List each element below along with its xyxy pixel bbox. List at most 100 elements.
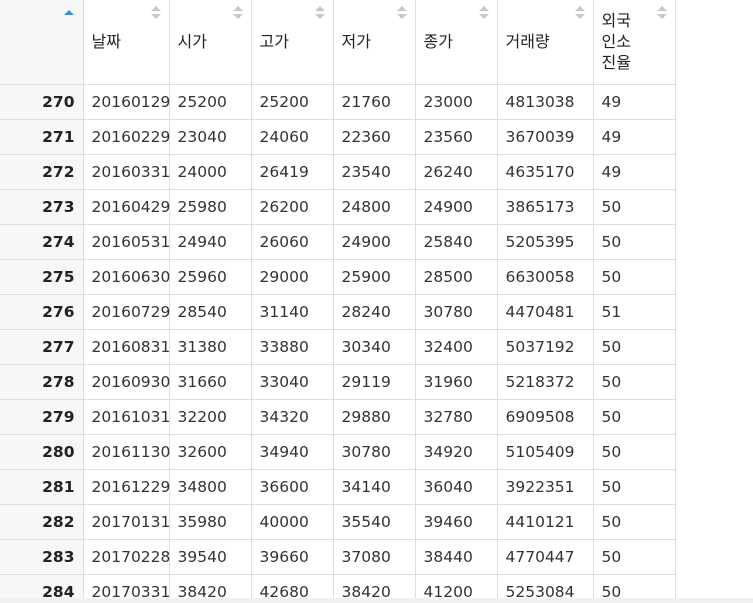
index-column-header[interactable] bbox=[0, 0, 83, 84]
table-cell: 30780 bbox=[333, 434, 415, 469]
column-header-close[interactable]: 종가 bbox=[415, 0, 497, 84]
table-row[interactable]: 280 20161130 32600 34940 30780 34920 5105409 50 bbox=[0, 434, 675, 469]
column-header-label: 날짜 bbox=[92, 31, 169, 52]
table-cell: 20160229 bbox=[83, 119, 169, 154]
table-cell: 35540 bbox=[333, 504, 415, 539]
table-cell: 31660 bbox=[169, 364, 251, 399]
table-cell: 3865173 bbox=[497, 189, 593, 224]
table-row[interactable]: 273 20160429 25980 26200 24800 24900 3865173 50 bbox=[0, 189, 675, 224]
table-cell: 49 bbox=[593, 84, 675, 119]
sort-both-icon[interactable] bbox=[151, 6, 161, 20]
header-row: 날짜 시가 고가 저가 종가 bbox=[0, 0, 675, 84]
table-cell: 37080 bbox=[333, 539, 415, 574]
table-cell: 30340 bbox=[333, 329, 415, 364]
table-row[interactable]: 278 20160930 31660 33040 29119 31960 5218372 50 bbox=[0, 364, 675, 399]
column-header-open[interactable]: 시가 bbox=[169, 0, 251, 84]
column-header-volume[interactable]: 거래량 bbox=[497, 0, 593, 84]
sort-both-icon[interactable] bbox=[397, 6, 407, 20]
table-row[interactable]: 275 20160630 25960 29000 25900 28500 6630058 50 bbox=[0, 259, 675, 294]
sort-both-icon[interactable] bbox=[657, 6, 667, 20]
sort-both-icon[interactable] bbox=[233, 6, 243, 20]
row-index: 279 bbox=[0, 399, 83, 434]
table-header: 날짜 시가 고가 저가 종가 bbox=[0, 0, 675, 84]
table-row[interactable]: 281 20161229 34800 36600 34140 36040 3922351 50 bbox=[0, 469, 675, 504]
table-cell: 35980 bbox=[169, 504, 251, 539]
table-cell: 20161130 bbox=[83, 434, 169, 469]
row-index: 272 bbox=[0, 154, 83, 189]
table-row[interactable]: 283 20170228 39540 39660 37080 38440 4770447 50 bbox=[0, 539, 675, 574]
table-cell: 28540 bbox=[169, 294, 251, 329]
table-cell: 50 bbox=[593, 189, 675, 224]
row-index: 283 bbox=[0, 539, 83, 574]
table-cell: 25840 bbox=[415, 224, 497, 259]
table-row[interactable]: 282 20170131 35980 40000 35540 39460 4410121 50 bbox=[0, 504, 675, 539]
sort-both-icon[interactable] bbox=[315, 6, 325, 20]
table-cell: 5105409 bbox=[497, 434, 593, 469]
table-cell: 34140 bbox=[333, 469, 415, 504]
table-row[interactable]: 271 20160229 23040 24060 22360 23560 3670039 49 bbox=[0, 119, 675, 154]
row-index: 274 bbox=[0, 224, 83, 259]
column-header-label: 진율 bbox=[602, 52, 675, 73]
table-cell: 6630058 bbox=[497, 259, 593, 294]
table-cell: 20160429 bbox=[83, 189, 169, 224]
table-cell: 32780 bbox=[415, 399, 497, 434]
column-header-low[interactable]: 저가 bbox=[333, 0, 415, 84]
table-cell: 28500 bbox=[415, 259, 497, 294]
table-cell: 28240 bbox=[333, 294, 415, 329]
column-header-label: 거래량 bbox=[506, 31, 593, 52]
table-cell: 50 bbox=[593, 364, 675, 399]
table-cell: 29119 bbox=[333, 364, 415, 399]
row-index: 280 bbox=[0, 434, 83, 469]
table-cell: 20161229 bbox=[83, 469, 169, 504]
table-row[interactable]: 276 20160729 28540 31140 28240 30780 4470481 51 bbox=[0, 294, 675, 329]
table-cell: 20160831 bbox=[83, 329, 169, 364]
table-row[interactable]: 270 20160129 25200 25200 21760 23000 4813038 49 bbox=[0, 84, 675, 119]
table-cell: 20170228 bbox=[83, 539, 169, 574]
table-cell: 50 bbox=[593, 539, 675, 574]
table-row[interactable]: 279 20161031 32200 34320 29880 32780 6909508 50 bbox=[0, 399, 675, 434]
table-cell: 49 bbox=[593, 119, 675, 154]
table-cell: 20160331 bbox=[83, 154, 169, 189]
row-index: 271 bbox=[0, 119, 83, 154]
table-cell: 34800 bbox=[169, 469, 251, 504]
sort-both-icon[interactable] bbox=[479, 6, 489, 20]
table-row[interactable]: 277 20160831 31380 33880 30340 32400 5037192 50 bbox=[0, 329, 675, 364]
column-header-date[interactable]: 날짜 bbox=[83, 0, 169, 84]
table-cell: 22360 bbox=[333, 119, 415, 154]
column-header-label: 인소 bbox=[602, 31, 675, 52]
table-cell: 20160531 bbox=[83, 224, 169, 259]
table-cell: 31140 bbox=[251, 294, 333, 329]
table-cell: 6909508 bbox=[497, 399, 593, 434]
table-cell: 31380 bbox=[169, 329, 251, 364]
table-cell: 25960 bbox=[169, 259, 251, 294]
table-row[interactable]: 272 20160331 24000 26419 23540 26240 4635170 49 bbox=[0, 154, 675, 189]
table-cell: 39540 bbox=[169, 539, 251, 574]
table-cell: 4470481 bbox=[497, 294, 593, 329]
horizontal-scrollbar[interactable] bbox=[0, 598, 753, 603]
table-cell: 26419 bbox=[251, 154, 333, 189]
table-cell: 32400 bbox=[415, 329, 497, 364]
table-cell: 50 bbox=[593, 224, 675, 259]
data-table: 날짜 시가 고가 저가 종가 bbox=[0, 0, 676, 603]
table-cell: 50 bbox=[593, 399, 675, 434]
table-cell: 21760 bbox=[333, 84, 415, 119]
table-cell: 20160729 bbox=[83, 294, 169, 329]
table-row[interactable]: 274 20160531 24940 26060 24900 25840 5205395 50 bbox=[0, 224, 675, 259]
table-cell: 23560 bbox=[415, 119, 497, 154]
sort-ascending-icon[interactable] bbox=[64, 10, 74, 24]
table-cell: 25900 bbox=[333, 259, 415, 294]
table-cell: 30780 bbox=[415, 294, 497, 329]
table-cell: 20160129 bbox=[83, 84, 169, 119]
sort-both-icon[interactable] bbox=[575, 6, 585, 20]
table-cell: 5205395 bbox=[497, 224, 593, 259]
table-cell: 50 bbox=[593, 434, 675, 469]
table-cell: 29000 bbox=[251, 259, 333, 294]
column-header-high[interactable]: 고가 bbox=[251, 0, 333, 84]
table-cell: 39460 bbox=[415, 504, 497, 539]
table-cell: 5037192 bbox=[497, 329, 593, 364]
table-cell: 23540 bbox=[333, 154, 415, 189]
table-cell: 34920 bbox=[415, 434, 497, 469]
table-cell: 39660 bbox=[251, 539, 333, 574]
column-header-foreign-ratio[interactable]: 외국 인소 진율 bbox=[593, 0, 675, 84]
